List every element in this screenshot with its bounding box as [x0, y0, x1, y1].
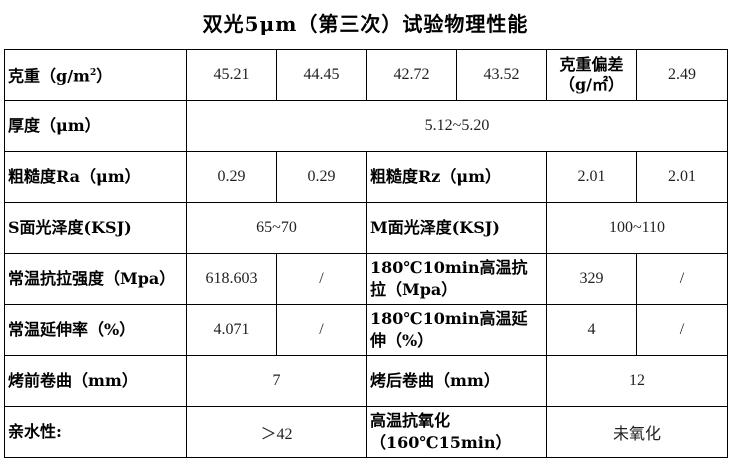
tensile-label: 常温抗拉强度（Mpa）: [4, 253, 187, 305]
s-gloss-label: S面光泽度(KSJ): [4, 202, 187, 254]
oxidation-value: 未氧化: [546, 406, 728, 458]
curl-after-value: 12: [546, 355, 728, 407]
table-row: 烤前卷曲（mm） 7 烤后卷曲（mm） 12: [4, 355, 728, 407]
roughness-ra-value-1: 0.29: [186, 151, 277, 203]
thickness-label: 厚度（μm）: [4, 100, 187, 152]
elongation-value-2: /: [276, 304, 367, 356]
curl-after-label: 烤后卷曲（mm）: [366, 355, 547, 407]
roughness-ra-label: 粗糙度Ra（μm）: [4, 151, 187, 203]
elongation-value-1: 4.071: [186, 304, 277, 356]
hot-elongation-value-1: 4: [546, 304, 637, 356]
hydrophilicity-value: ＞42: [186, 406, 367, 458]
hot-tensile-value-2: /: [636, 253, 728, 305]
m-gloss-label: M面光泽度(KSJ): [366, 202, 547, 254]
weight-label: 克重（g/m2）: [4, 49, 187, 101]
document-title: 双光5μm（第三次）试验物理性能: [202, 12, 529, 36]
weight-value-3: 42.72: [366, 49, 457, 101]
table-row: 克重（g/m2） 45.21 44.45 42.72 43.52 克重偏差（g/…: [4, 49, 728, 101]
roughness-ra-value-2: 0.29: [276, 151, 367, 203]
roughness-rz-label: 粗糙度Rz（μm）: [366, 151, 547, 203]
table-row: 常温抗拉强度（Mpa） 618.603 / 180℃10min高温抗拉（Mpa）…: [4, 253, 728, 305]
weight-deviation-label: 克重偏差（g/㎡）: [546, 49, 637, 101]
curl-before-value: 7: [186, 355, 367, 407]
hot-tensile-label: 180℃10min高温抗拉（Mpa）: [366, 253, 547, 305]
tensile-value-2: /: [276, 253, 367, 305]
elongation-label: 常温延伸率（%）: [4, 304, 187, 356]
hydrophilicity-label: 亲水性:: [4, 406, 187, 458]
s-gloss-value: 65~70: [186, 202, 367, 254]
weight-label-end: ）: [96, 66, 113, 86]
physical-properties-table: 克重（g/m2） 45.21 44.45 42.72 43.52 克重偏差（g/…: [4, 49, 728, 458]
table-row: 亲水性: ＞42 高温抗氧化（160℃15min） 未氧化: [4, 406, 728, 458]
tensile-value-1: 618.603: [186, 253, 277, 305]
curl-before-label: 烤前卷曲（mm）: [4, 355, 187, 407]
thickness-value: 5.12~5.20: [186, 100, 728, 152]
hot-tensile-value-1: 329: [546, 253, 637, 305]
roughness-rz-value-2: 2.01: [636, 151, 728, 203]
hot-elongation-value-2: /: [636, 304, 728, 356]
m-gloss-value: 100~110: [546, 202, 728, 254]
weight-label-sup: 2: [89, 68, 97, 79]
roughness-rz-value-1: 2.01: [546, 151, 637, 203]
table-row: 常温延伸率（%） 4.071 / 180℃10min高温延伸（%） 4 /: [4, 304, 728, 356]
oxidation-label: 高温抗氧化（160℃15min）: [366, 406, 547, 458]
hot-elongation-label: 180℃10min高温延伸（%）: [366, 304, 547, 356]
table-row: 粗糙度Ra（μm） 0.29 0.29 粗糙度Rz（μm） 2.01 2.01: [4, 151, 728, 203]
table-row: S面光泽度(KSJ) 65~70 M面光泽度(KSJ) 100~110: [4, 202, 728, 254]
table-row: 厚度（μm） 5.12~5.20: [4, 100, 728, 152]
weight-label-text: 克重（g/m: [8, 66, 90, 86]
weight-value-1: 45.21: [186, 49, 277, 101]
weight-value-2: 44.45: [276, 49, 367, 101]
weight-value-4: 43.52: [456, 49, 547, 101]
weight-deviation-value: 2.49: [636, 49, 728, 101]
